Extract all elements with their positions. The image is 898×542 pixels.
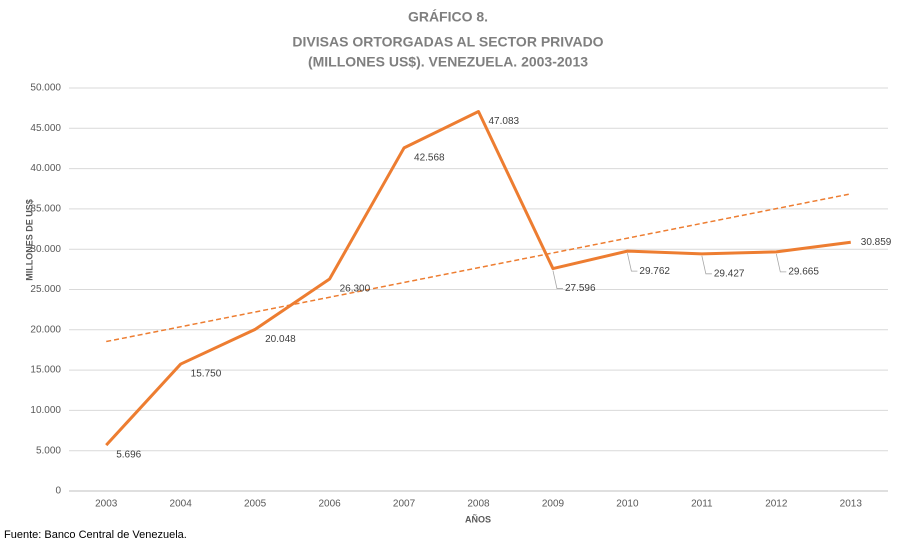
data-label: 29.762 <box>639 266 670 277</box>
data-label: 27.596 <box>565 283 596 294</box>
data-label: 26.300 <box>340 284 371 295</box>
x-tick-label: 2010 <box>616 499 639 510</box>
y-tick-label: 30.000 <box>30 244 61 255</box>
data-label: 29.427 <box>714 268 745 279</box>
chart-title: GRÁFICO 8. <box>408 9 488 25</box>
y-tick-label: 45.000 <box>30 123 61 134</box>
trend-line <box>106 193 851 343</box>
x-tick-label: 2006 <box>318 499 341 510</box>
x-tick-label: 2007 <box>393 499 416 510</box>
data-label: 15.750 <box>191 369 222 380</box>
data-label: 20.048 <box>265 334 296 345</box>
data-label: 5.696 <box>116 450 141 461</box>
data-label: 29.665 <box>788 267 819 278</box>
x-axis-title: AÑOS <box>465 514 491 524</box>
data-label: 42.568 <box>414 153 445 164</box>
y-tick-label: 25.000 <box>30 284 61 295</box>
x-tick-label: 2005 <box>244 499 267 510</box>
y-tick-label: 0 <box>55 486 61 497</box>
x-tick-label: 2003 <box>95 499 118 510</box>
data-label: 47.083 <box>489 116 520 127</box>
label-leader <box>701 255 712 275</box>
y-axis-title: MILLONES DE US$ <box>24 199 34 281</box>
y-tick-label: 20.000 <box>30 324 61 335</box>
label-leader <box>552 270 563 289</box>
x-tick-label: 2012 <box>765 499 788 510</box>
y-tick-label: 10.000 <box>30 405 61 416</box>
y-tick-label: 5.000 <box>36 445 61 456</box>
y-tick-label: 50.000 <box>30 83 61 94</box>
chart-title: DIVISAS ORTORGADAS AL SECTOR PRIVADO <box>292 34 603 50</box>
data-line <box>105 110 851 447</box>
x-tick-label: 2004 <box>170 499 193 510</box>
x-tick-label: 2008 <box>467 499 490 510</box>
y-tick-label: 35.000 <box>30 204 61 215</box>
source-note: Fuente: Banco Central de Venezuela. <box>4 529 187 541</box>
data-label: 30.859 <box>861 237 892 248</box>
chart-title: (MILLONES US$). VENEZUELA. 2003-2013 <box>308 54 588 70</box>
label-leader <box>627 253 638 272</box>
y-tick-label: 15.000 <box>30 365 61 376</box>
x-tick-label: 2011 <box>691 499 713 510</box>
x-tick-label: 2013 <box>840 499 863 510</box>
label-leader <box>775 253 787 273</box>
x-tick-label: 2009 <box>542 499 565 510</box>
y-tick-label: 40.000 <box>30 163 61 174</box>
